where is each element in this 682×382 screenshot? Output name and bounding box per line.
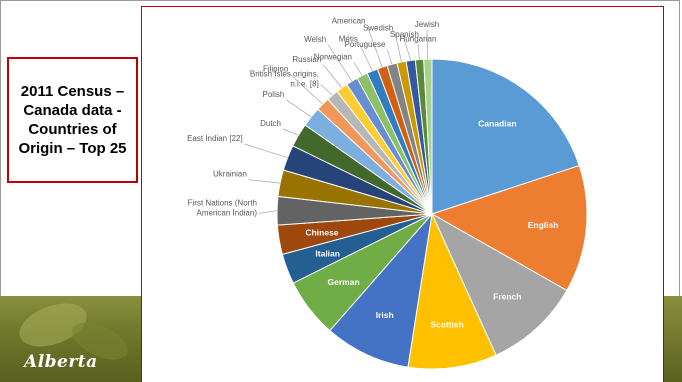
slice-label-swedish: Swedish [363,24,393,33]
slice-label-filipino: Filipino [263,64,289,73]
leader-line-swedish [394,33,402,63]
slice-label-russian: Russian [292,55,321,64]
slice-label-first-nations-north-american-indian: First Nations (North American Indian) [188,198,258,217]
leader-line-dutch [282,128,299,136]
leader-line-norwegian [353,62,363,76]
slice-label-italian: Italian [315,249,340,259]
slice-label-english: English [528,220,559,230]
pie-chart: Canadian English French Scottish Irish German… [187,17,588,370]
leader-line-polish [286,99,312,118]
leader-line-spanish [404,39,412,61]
leader-line-jewish [426,30,429,60]
leader-line-first-nations-north-american-indian [258,210,278,214]
leader-line-filipino [290,74,323,105]
slice-label-chinese: Chinese [305,228,338,238]
leader-line-american [367,26,383,68]
slice-label-hungarian: Hungarian [400,35,437,44]
slice-label-french: French [493,291,521,301]
alberta-logo: Alberta [24,352,98,372]
leader-line-british-isles-origins-n-i-e-8 [320,84,333,96]
slice-label-ukrainian: Ukrainian [213,170,247,179]
slice-label-spanish: Spanish [390,30,419,39]
slice-label-norwegian: Norwegian [314,53,352,62]
slice-label-m-tis: Métis [339,34,358,43]
slice-label-portuguese: Portuguese [344,40,385,49]
leader-line-welsh [327,44,353,82]
leader-line-portuguese [387,49,393,65]
slice-label-british-isles-origins-n-i-e-8: British Isles origins, n.i.e. [8] [250,70,319,89]
pie-slice-english [430,164,588,292]
leader-line-ukrainian [248,179,281,184]
pie-slice-scottish [407,212,497,370]
pie-slice-irish [329,212,433,368]
slice-label-dutch: Dutch [260,119,281,128]
chart-frame: Canadian English French Scottish Irish German… [141,6,664,382]
slice-label-polish: Polish [263,90,285,99]
slice-label-irish: Irish [376,310,394,320]
leader-line-russian [323,64,343,89]
slice-label-german: German [328,277,360,287]
footer-banner-left [0,295,143,382]
slice-label-welsh: Welsh [304,35,326,44]
slice-label-east-indian-22: East Indian [22] [187,134,243,143]
leader-line-east-indian-22 [244,143,288,159]
slice-label-canadian: Canadian [478,119,516,129]
pie-slice-canadian [431,58,580,215]
leader-line-hungarian [417,44,420,60]
pie-slice-french [430,212,568,356]
leader-line-m-tis [359,44,373,72]
footer-banner-right [664,296,682,382]
slide-title-box: 2011 Census – Canada data - Countries of… [7,57,138,183]
slice-label-american: American [332,17,366,26]
slice-label-jewish: Jewish [415,20,439,29]
slide-title: 2011 Census – Canada data - Countries of… [18,83,127,157]
slice-label-scottish: Scottish [430,320,464,330]
